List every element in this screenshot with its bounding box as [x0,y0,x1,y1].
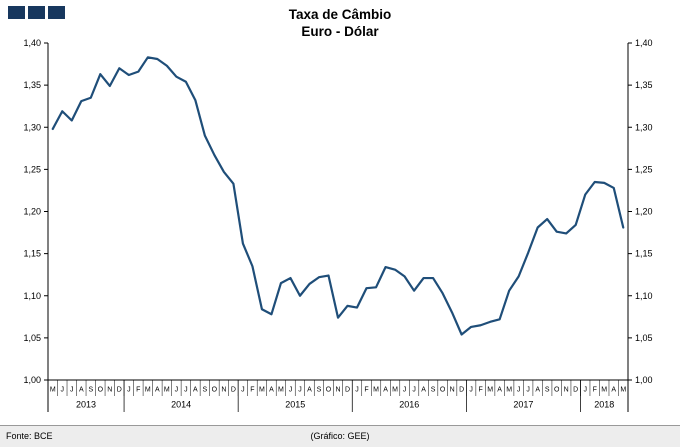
chart-title-line2: Euro - Dólar [301,24,379,39]
y-tick-label-right: 1,00 [635,375,653,385]
month-label: M [392,387,398,394]
logo [8,6,65,19]
month-label: J [403,387,407,394]
month-label: M [487,387,493,394]
y-tick-label-right: 1,30 [635,122,653,132]
month-label: J [298,387,302,394]
month-label: A [307,387,312,394]
y-tick-label-right: 1,25 [635,164,653,174]
month-label: S [203,387,208,394]
month-label: N [107,387,112,394]
y-tick-label-left: 1,30 [23,122,41,132]
month-label: J [184,387,188,394]
credit-label: (Gráfico: GEE) [310,431,370,441]
month-label: J [289,387,293,394]
month-label: O [212,387,218,394]
month-label: O [326,387,332,394]
chart-title-line1: Taxa de Câmbio [288,7,392,22]
y-tick-label-left: 1,25 [23,164,41,174]
month-label: N [221,387,226,394]
month-label: J [175,387,179,394]
month-label: M [373,387,379,394]
month-label: A [193,387,198,394]
month-label: A [421,387,426,394]
month-label: M [620,387,626,394]
month-label: A [79,387,84,394]
month-label: J [61,387,65,394]
year-label: 2014 [171,400,191,410]
source-label: Fonte: BCE [6,431,53,441]
y-tick-label-right: 1,35 [635,80,653,90]
month-label: A [383,387,388,394]
y-tick-label-left: 1,20 [23,207,41,217]
month-label: O [98,387,104,394]
month-label: S [88,387,93,394]
month-label: J [127,387,131,394]
month-label: D [573,387,578,394]
logo-square [48,6,65,19]
month-label: F [478,387,482,394]
y-tick-label-right: 1,40 [635,38,653,48]
month-label: M [50,387,56,394]
month-label: J [412,387,416,394]
month-label: A [269,387,274,394]
month-label: F [364,387,368,394]
year-label: 2013 [76,400,96,410]
y-tick-label-right: 1,10 [635,291,653,301]
month-label: N [564,387,569,394]
month-label: J [241,387,245,394]
month-label: O [440,387,446,394]
logo-square [8,6,25,19]
y-tick-label-left: 1,10 [23,291,41,301]
y-tick-label-right: 1,05 [635,333,653,343]
month-label: D [231,387,236,394]
month-label: M [259,387,265,394]
month-label: S [431,387,436,394]
y-tick-label-left: 1,05 [23,333,41,343]
month-label: S [545,387,550,394]
y-tick-label-left: 1,40 [23,38,41,48]
chart-svg: 1,00 1,00 1,05 1,05 1,10 1,10 1,15 1,15 1,20 1,20… [23,38,653,412]
month-label: J [583,387,587,394]
month-label: J [355,387,359,394]
month-label: D [459,387,464,394]
month-label: J [469,387,473,394]
y-tick-label-left: 1,00 [23,375,41,385]
month-label: A [535,387,540,394]
y-tick-label-right: 1,20 [635,207,653,217]
month-label: M [164,387,170,394]
month-label: F [250,387,254,394]
month-label: O [554,387,560,394]
chart-footer: Fonte: BCE (Gráfico: GEE) [0,425,680,447]
year-label: 2016 [399,400,419,410]
chart-title: Taxa de Câmbio Euro - Dólar [0,6,680,40]
year-label: 2018 [594,400,614,410]
month-label: N [450,387,455,394]
month-label: A [611,387,616,394]
month-label: J [517,387,521,394]
month-label: D [117,387,122,394]
y-tick-label-left: 1,35 [23,80,41,90]
y-tick-label-right: 1,15 [635,249,653,259]
y-tick-label-left: 1,15 [23,249,41,259]
month-label: M [278,387,284,394]
year-label: 2017 [513,400,533,410]
month-label: S [317,387,322,394]
month-label: F [593,387,597,394]
month-label: A [497,387,502,394]
year-label: 2015 [285,400,305,410]
month-label: J [70,387,74,394]
month-label: D [345,387,350,394]
chart-line [51,56,625,336]
month-label: N [335,387,340,394]
month-label: M [145,387,151,394]
logo-square [28,6,45,19]
month-label: A [155,387,160,394]
month-label: M [601,387,607,394]
month-label: J [526,387,530,394]
month-label: F [136,387,140,394]
month-label: M [506,387,512,394]
